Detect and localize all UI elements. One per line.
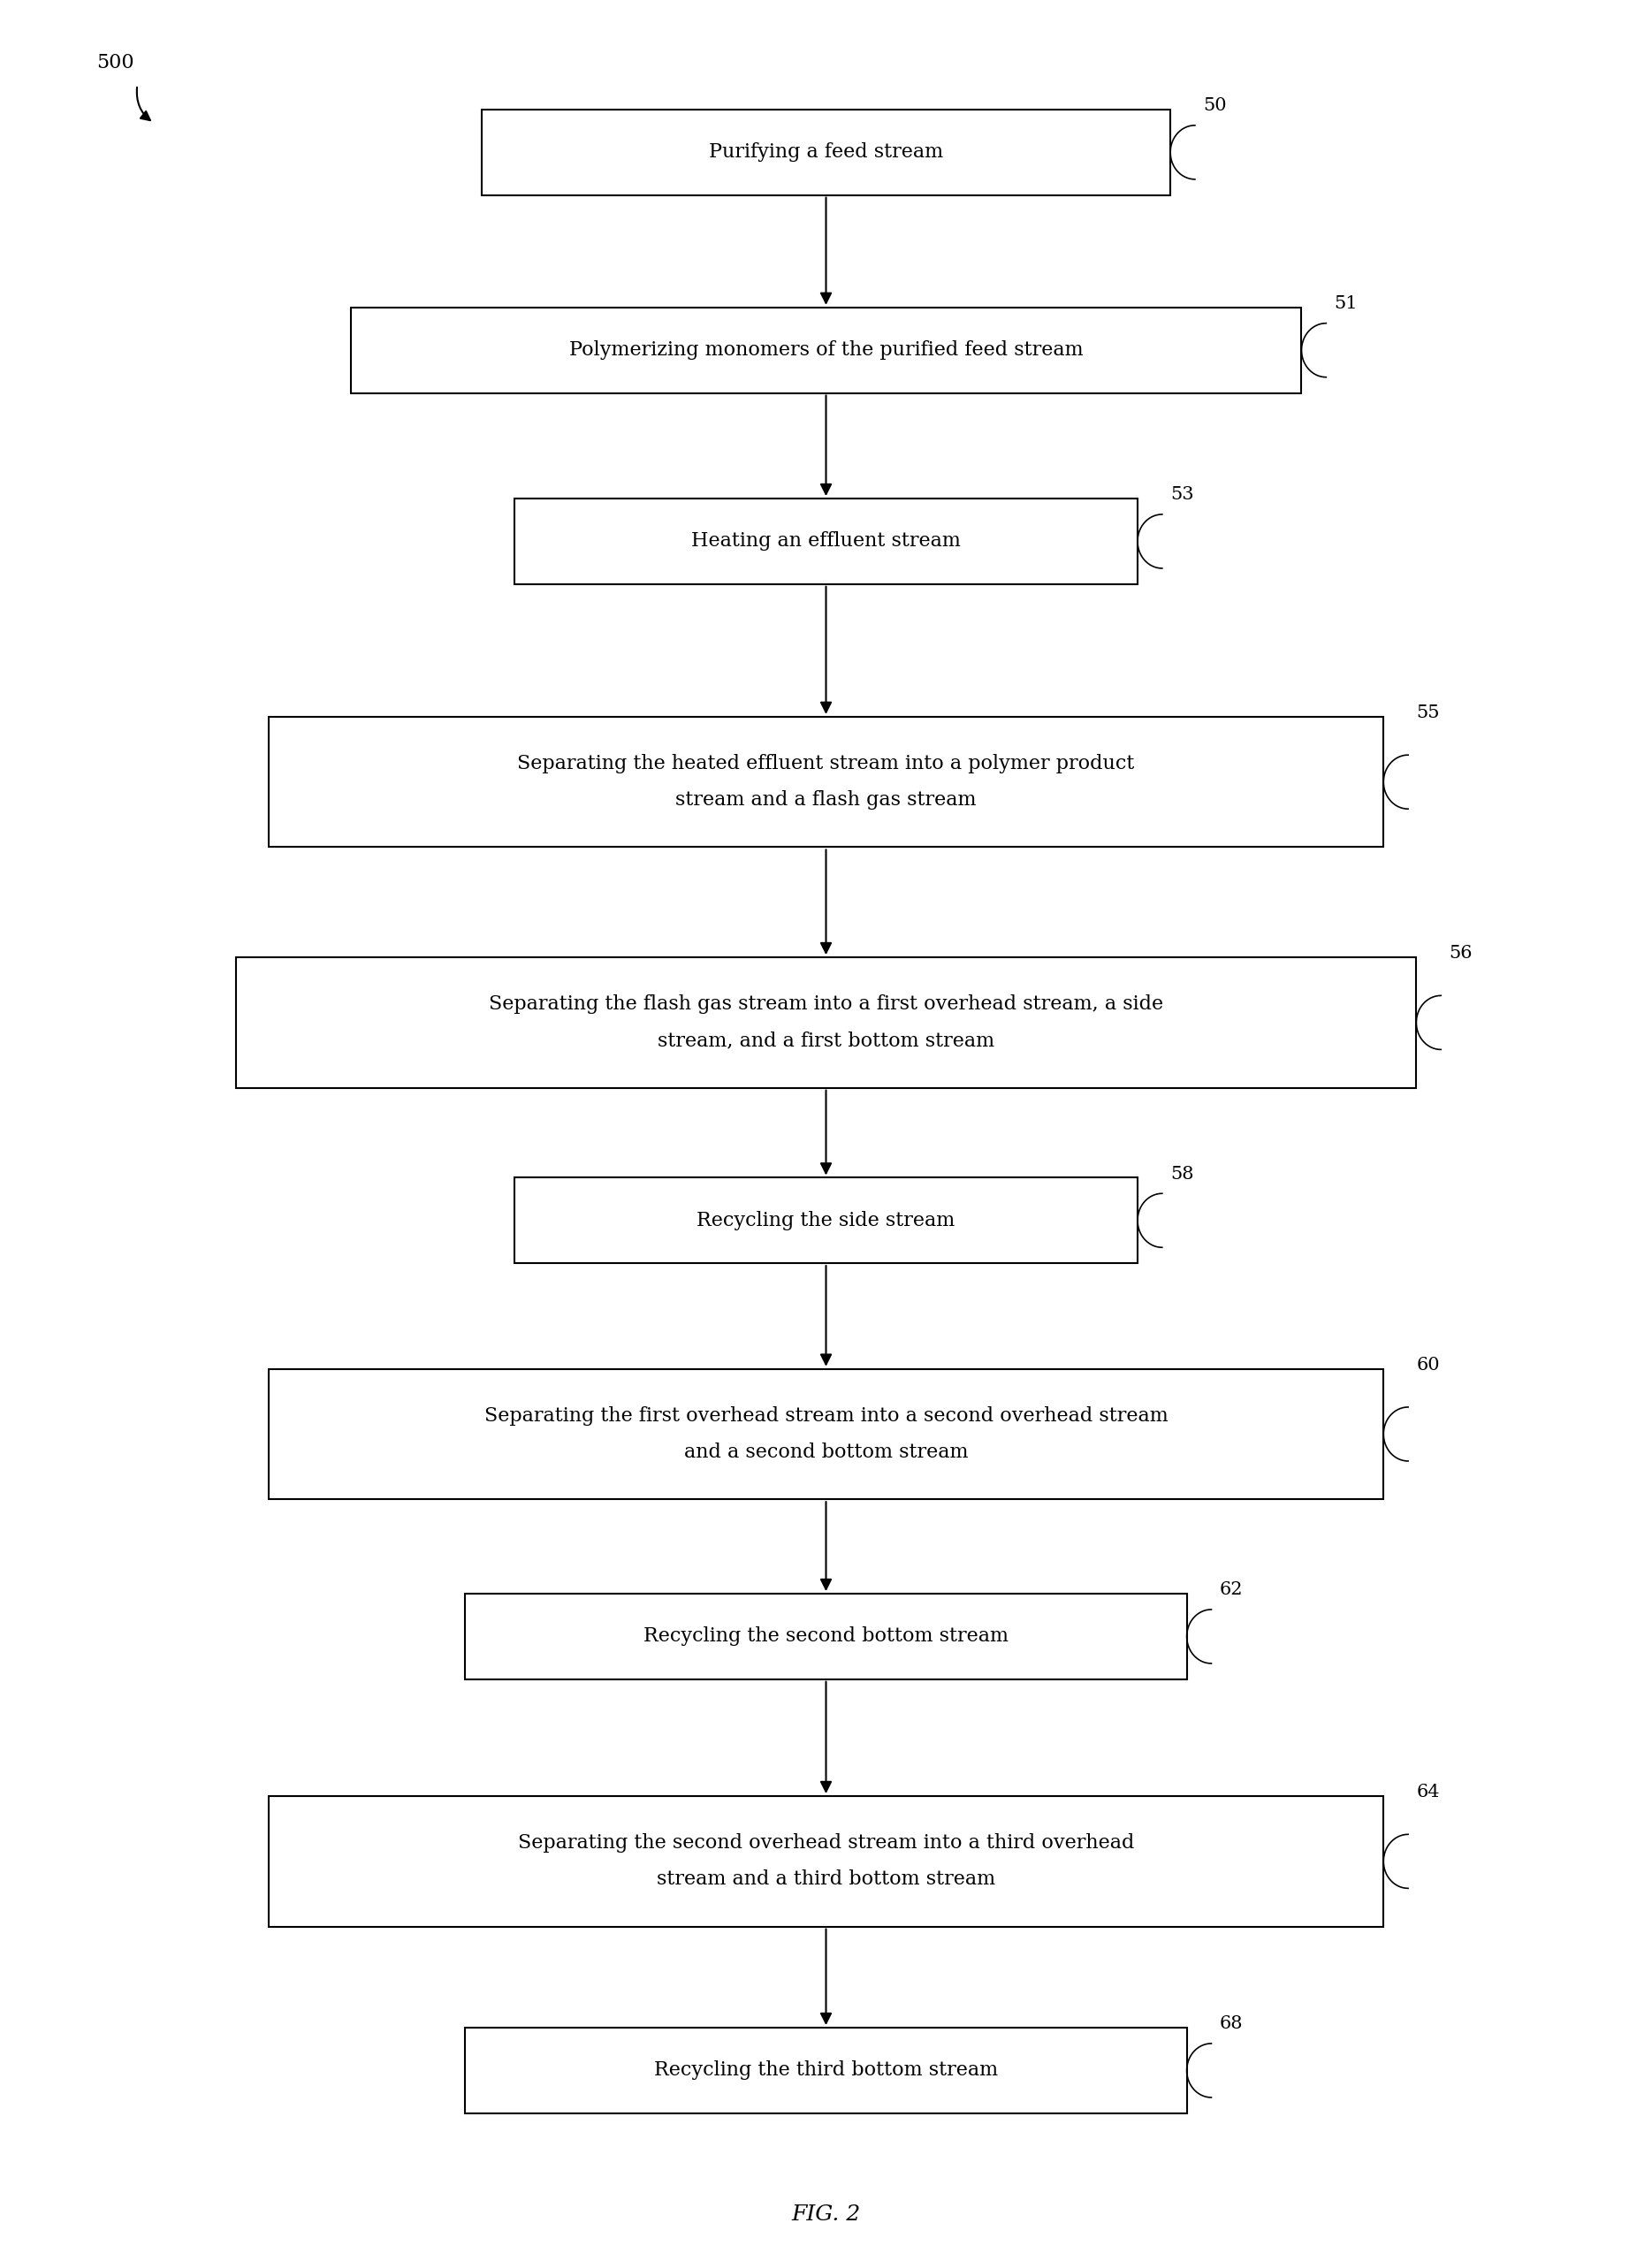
Text: stream and a flash gas stream: stream and a flash gas stream [676, 791, 976, 809]
FancyBboxPatch shape [350, 307, 1302, 393]
Text: Separating the first overhead stream into a second overhead stream: Separating the first overhead stream int… [484, 1406, 1168, 1424]
Text: 56: 56 [1449, 945, 1472, 961]
Text: FIG. 2: FIG. 2 [791, 2204, 861, 2225]
Text: Purifying a feed stream: Purifying a feed stream [709, 142, 943, 163]
Text: 68: 68 [1219, 2015, 1242, 2033]
Text: Recycling the third bottom stream: Recycling the third bottom stream [654, 2060, 998, 2080]
Text: 64: 64 [1416, 1784, 1441, 1800]
FancyBboxPatch shape [269, 717, 1383, 848]
Text: Recycling the second bottom stream: Recycling the second bottom stream [644, 1626, 1008, 1646]
Text: Separating the flash gas stream into a first overhead stream, a side: Separating the flash gas stream into a f… [489, 995, 1163, 1013]
Text: 500: 500 [96, 52, 134, 72]
Text: 62: 62 [1219, 1580, 1242, 1599]
Text: stream and a third bottom stream: stream and a third bottom stream [657, 1870, 995, 1890]
Text: Separating the heated effluent stream into a polymer product: Separating the heated effluent stream in… [517, 753, 1135, 773]
Text: and a second bottom stream: and a second bottom stream [684, 1443, 968, 1463]
Text: Separating the second overhead stream into a third overhead: Separating the second overhead stream in… [517, 1834, 1135, 1852]
FancyBboxPatch shape [514, 1178, 1138, 1264]
FancyBboxPatch shape [466, 1594, 1186, 1680]
Text: Recycling the side stream: Recycling the side stream [697, 1210, 955, 1230]
Text: 60: 60 [1416, 1357, 1441, 1372]
FancyBboxPatch shape [269, 1368, 1383, 1499]
Text: Polymerizing monomers of the purified feed stream: Polymerizing monomers of the purified fe… [568, 341, 1084, 359]
Text: Heating an effluent stream: Heating an effluent stream [691, 531, 961, 552]
Text: stream, and a first bottom stream: stream, and a first bottom stream [657, 1031, 995, 1051]
Text: 55: 55 [1416, 705, 1441, 721]
Text: 53: 53 [1170, 486, 1194, 504]
FancyBboxPatch shape [269, 1795, 1383, 1926]
FancyBboxPatch shape [514, 500, 1138, 583]
Text: 58: 58 [1170, 1164, 1194, 1183]
FancyBboxPatch shape [466, 2028, 1186, 2114]
Text: 51: 51 [1335, 296, 1358, 312]
FancyBboxPatch shape [236, 956, 1416, 1088]
FancyBboxPatch shape [482, 109, 1170, 194]
Text: 50: 50 [1203, 97, 1227, 113]
